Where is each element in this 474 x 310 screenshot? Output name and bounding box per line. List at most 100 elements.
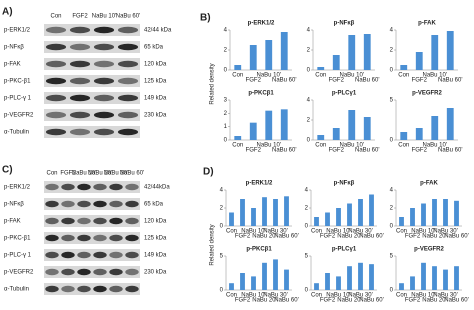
kda-label: 149 kDa (144, 96, 167, 102)
bar (443, 199, 448, 226)
chart-title: p-PLCγ1 (332, 247, 357, 253)
bar (332, 128, 340, 140)
band (69, 43, 91, 51)
bar (347, 203, 352, 226)
band (93, 60, 115, 68)
bar (234, 65, 242, 70)
bar (336, 208, 341, 226)
band (77, 183, 91, 191)
row-label: p-FAK (4, 219, 21, 225)
bar (262, 197, 267, 226)
band (69, 94, 91, 102)
band (45, 26, 67, 34)
x-tick-label: Con (396, 293, 407, 299)
y-tick-label: 0 (390, 288, 394, 294)
bar (363, 117, 371, 140)
bar (325, 212, 330, 226)
band (77, 217, 91, 225)
band (45, 111, 67, 119)
x-tick-label: NaBu 60' (359, 234, 384, 240)
row-label: p-PKC-β1 (4, 236, 31, 242)
x-tick-label: Con (396, 229, 407, 235)
bar (314, 283, 319, 290)
bar (251, 276, 256, 290)
band (77, 234, 91, 242)
blot-strip (44, 58, 140, 70)
y-tick-label: 5 (390, 98, 394, 104)
x-tick-label: Con (311, 293, 322, 299)
kda-label: 120 kDa (144, 219, 167, 225)
x-tick-label: FGF2 (405, 298, 421, 304)
y-tick-label: 5 (220, 254, 224, 260)
chart-title: p-ERK1/2 (246, 181, 273, 187)
band (93, 43, 115, 51)
y-tick-label: 0 (224, 68, 228, 74)
kda-label: 65 kDa (144, 202, 164, 208)
lane-label: FGF2 (60, 171, 76, 177)
band (61, 200, 75, 208)
lane-label: NaBu 10' (72, 171, 97, 177)
band (109, 234, 123, 242)
kda-label: 230 kDa (144, 113, 167, 119)
bar (317, 135, 325, 140)
x-tick-label: NaBu 60' (272, 78, 297, 84)
bar (336, 276, 341, 290)
band (61, 251, 75, 259)
band (45, 43, 67, 51)
band (109, 217, 123, 225)
band (109, 183, 123, 191)
band (45, 251, 59, 259)
bar (314, 217, 319, 226)
x-tick-label: FGF2 (412, 148, 428, 154)
x-tick-label: Con (315, 73, 326, 79)
row-label: α-Tubulin (4, 287, 29, 293)
bar (273, 199, 278, 226)
row-label: p-VEGFR2 (4, 113, 34, 119)
band (117, 43, 139, 51)
kda-label: 42/44kDa (144, 185, 170, 191)
band (93, 128, 115, 136)
bar (262, 262, 267, 290)
band (93, 268, 107, 276)
bar (399, 283, 404, 290)
band (45, 128, 67, 136)
band (125, 183, 139, 191)
band (77, 200, 91, 208)
x-tick-label: NaBu 20' (422, 298, 447, 304)
bar (348, 110, 356, 140)
chart-title: p-FAK (420, 181, 438, 187)
bar (410, 208, 415, 226)
band (117, 77, 139, 85)
band (61, 183, 75, 191)
band (45, 268, 59, 276)
band (45, 94, 67, 102)
y-tick-label: 0 (390, 138, 394, 144)
band (61, 285, 75, 293)
band (45, 285, 59, 293)
x-tick-label: NaBu 30' (348, 229, 373, 235)
band (125, 251, 139, 259)
x-tick-label: NaBu 30' (263, 293, 288, 299)
row-label: p-PKC-β1 (4, 79, 31, 85)
x-tick-label: NaBu 30' (433, 229, 458, 235)
x-tick-label: NaBu 60' (359, 298, 384, 304)
chart-title: p-NFκβ (334, 21, 355, 27)
band (45, 234, 59, 242)
y-tick-label: 0 (390, 68, 394, 74)
x-tick-label: FGF2 (405, 234, 421, 240)
row-label: p-NFκβ (4, 45, 24, 51)
bar (229, 212, 234, 226)
band (109, 200, 123, 208)
band (45, 217, 59, 225)
bar (347, 266, 352, 290)
x-tick-label: NaBu 10' (257, 73, 282, 79)
band (61, 268, 75, 276)
chart-title: p-PKCβ1 (246, 247, 272, 253)
y-tick-label: 0 (220, 288, 224, 294)
bar (348, 35, 356, 70)
x-tick-label: Con (226, 229, 237, 235)
bar (358, 199, 363, 226)
x-tick-label: FGF2 (246, 78, 262, 84)
y-tick-label: 0 (390, 224, 394, 230)
panel-label: B) (200, 13, 211, 24)
